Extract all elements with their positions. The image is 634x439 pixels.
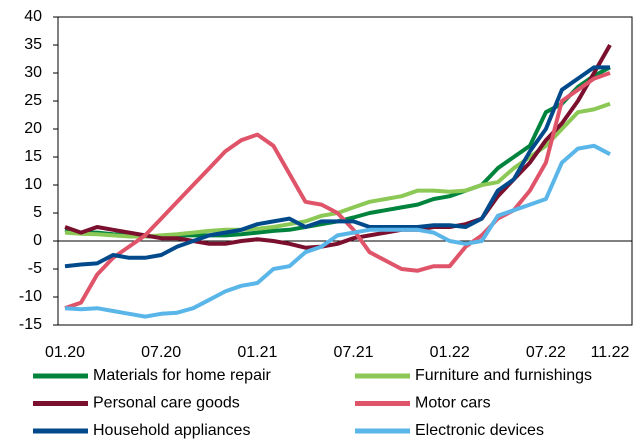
y-tick-label: 35: [24, 36, 42, 53]
y-tick-label: 15: [24, 148, 42, 165]
y-tick-label: -5: [28, 260, 42, 277]
legend-label: Motor cars: [415, 395, 491, 412]
series-line: [64, 143, 611, 319]
legend-label: Electronic devices: [415, 422, 544, 439]
legend-label: Furniture and furnishings: [415, 367, 592, 384]
x-tick-label: 11.22: [591, 344, 630, 361]
x-tick-label: 01.20: [45, 344, 85, 361]
legend-label: Personal care goods: [93, 395, 240, 412]
y-tick-label: 30: [24, 64, 42, 81]
series-line: [64, 65, 610, 269]
legend-label: Household appliances: [93, 422, 250, 439]
x-tick-label: 01.22: [430, 344, 470, 361]
y-tick-label: -15: [19, 316, 42, 333]
x-tick-label: 07.20: [141, 344, 181, 361]
y-tick-label: 20: [24, 120, 42, 137]
y-tick-label: 5: [33, 204, 42, 221]
y-tick-label: 25: [24, 92, 42, 109]
y-tick-label: 10: [24, 176, 42, 193]
x-tick-label: 01.21: [237, 344, 277, 361]
series-line: [64, 101, 611, 239]
y-tick-label: -10: [19, 288, 42, 305]
legend-label: Materials for home repair: [93, 367, 272, 384]
x-tick-label: 07.21: [334, 344, 374, 361]
y-tick-label: 0: [33, 232, 42, 249]
x-tick-label: 07.22: [526, 344, 566, 361]
series-line: [64, 71, 611, 311]
y-tick-label: 40: [24, 8, 42, 25]
plot-frame: [57, 16, 633, 326]
